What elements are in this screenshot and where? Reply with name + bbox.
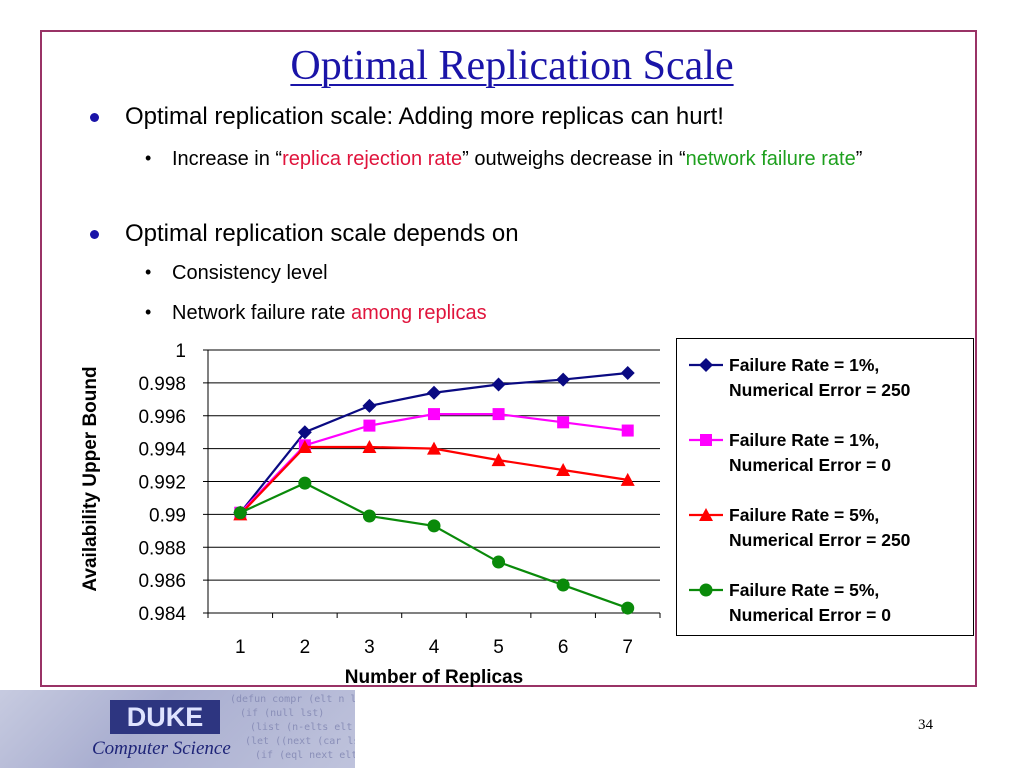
legend-label-line1: Failure Rate = 1%,	[729, 430, 880, 450]
legend-label-line1: Failure Rate = 5%,	[729, 580, 880, 600]
slide-title: Optimal Replication Scale	[290, 43, 734, 89]
duke-cs-logo: (defun compr (elt n lst) (if (null lst) …	[0, 690, 355, 768]
legend-label: Failure Rate = 1%, Numerical Error = 250	[729, 353, 910, 403]
legend-symbol	[699, 583, 713, 597]
legend-label: Failure Rate = 5%, Numerical Error = 250	[729, 503, 910, 553]
series-3-point	[556, 462, 571, 476]
x-tick-label: 5	[493, 637, 504, 658]
chart-legend: Failure Rate = 1%, Numerical Error = 250 F…	[676, 338, 974, 636]
y-tick-label: 0.996	[138, 407, 186, 428]
series-3-point	[297, 439, 312, 453]
series-4-point	[621, 601, 635, 615]
sub-text-part: Increase in “	[172, 148, 283, 170]
duke-logo-text: DUKE	[110, 700, 220, 734]
bullet-1-sub-1: Increase in “replica rejection rate” out…	[172, 146, 932, 172]
series-4-point	[492, 555, 506, 569]
series-1-point	[362, 398, 377, 413]
series-1-point	[297, 425, 312, 440]
legend-symbol	[700, 434, 712, 446]
y-tick-label: 0.992	[138, 473, 186, 494]
bullet-1-text: Optimal replication scale: Adding more r…	[125, 103, 724, 130]
highlight-network-failure-rate: network failure rate	[685, 148, 856, 170]
highlight-among-replicas: among replicas	[350, 302, 487, 324]
series-2-point	[428, 408, 440, 421]
legend-marker	[689, 358, 723, 372]
x-tick-label: 7	[622, 637, 633, 658]
series-2-point	[621, 424, 634, 437]
legend-symbol	[699, 508, 713, 521]
legend-label-line2: Numerical Error = 0	[729, 455, 891, 475]
series-1-point	[427, 385, 441, 400]
legend-label-line2: Numerical Error = 0	[729, 605, 891, 625]
series-2-line	[239, 413, 628, 514]
sub-bullet-dot: •	[145, 302, 152, 322]
legend-label: Failure Rate = 1%, Numerical Error = 0	[729, 428, 891, 478]
series-4-point	[362, 509, 376, 523]
legend-label-line1: Failure Rate = 1%,	[729, 355, 880, 375]
legend-item: Failure Rate = 1%, Numerical Error = 0	[687, 428, 972, 478]
legend-item: Failure Rate = 1%, Numerical Error = 250	[687, 353, 972, 403]
series-3-line	[239, 445, 628, 516]
series-1-point	[556, 372, 571, 387]
legend-item: Failure Rate = 5%, Numerical Error = 0	[687, 578, 972, 628]
x-tick-label: 1	[235, 637, 246, 658]
sub-bullet-dot: •	[145, 262, 152, 282]
highlight-replica-rejection-rate: replica rejection rate	[282, 148, 463, 170]
sub-text-part: Network failure rate	[172, 302, 351, 324]
x-tick-label: 2	[300, 637, 311, 658]
y-tick-label: 0.998	[138, 374, 186, 395]
series-2-point	[363, 419, 376, 432]
series-3-point	[427, 441, 441, 455]
legend-label: Failure Rate = 5%, Numerical Error = 0	[729, 578, 891, 628]
series-1-point	[491, 377, 506, 392]
y-tick-label: 0.988	[138, 538, 186, 559]
series-3-point	[620, 472, 635, 486]
legend-item: Failure Rate = 5%, Numerical Error = 250	[687, 503, 972, 553]
page-number: 34	[918, 717, 933, 733]
y-tick-label: 0.99	[149, 505, 186, 526]
legend-label-line2: Numerical Error = 250	[729, 530, 911, 550]
sub-text-part: ” outweighs decrease in “	[462, 148, 686, 170]
y-tick-label: 1	[175, 341, 186, 362]
slide-frame	[40, 30, 977, 687]
x-tick-label: 6	[558, 637, 569, 658]
series-4-line	[239, 481, 629, 610]
series-4-point	[556, 578, 570, 592]
sub-text-part: ”	[855, 148, 863, 170]
series-2-point	[557, 416, 570, 429]
x-tick-label: 3	[364, 637, 375, 658]
bullet-dot	[90, 230, 99, 239]
y-tick-label: 0.994	[138, 440, 186, 461]
bullet-2-sub-2: Network failure rate among replicas	[172, 300, 487, 326]
series-4-point	[427, 519, 441, 533]
bullet-dot	[90, 113, 99, 122]
legend-marker	[689, 583, 723, 597]
legend-label-line2: Numerical Error = 250	[729, 380, 911, 400]
y-axis-title: Availability Upper Bound	[80, 366, 101, 591]
bullet-2-sub-1: Consistency level	[172, 262, 328, 284]
series-1-point	[620, 366, 635, 381]
y-tick-label: 0.986	[138, 571, 186, 592]
series-4-point	[233, 506, 247, 520]
series-2-point	[492, 408, 505, 421]
bullet-2-text: Optimal replication scale depends on	[125, 220, 519, 247]
computer-science-text: Computer Science	[92, 738, 231, 759]
x-tick-label: 4	[429, 637, 440, 658]
legend-marker	[689, 434, 723, 446]
series-4-point	[298, 476, 312, 490]
legend-marker	[689, 508, 723, 521]
y-tick-label: 0.984	[138, 604, 186, 625]
x-axis-title: Number of Replicas	[345, 667, 523, 688]
legend-symbol	[699, 358, 713, 372]
series-3-point	[491, 453, 506, 467]
series-3-point	[362, 439, 377, 453]
legend-label-line1: Failure Rate = 5%,	[729, 505, 880, 525]
sub-bullet-dot: •	[145, 148, 152, 168]
